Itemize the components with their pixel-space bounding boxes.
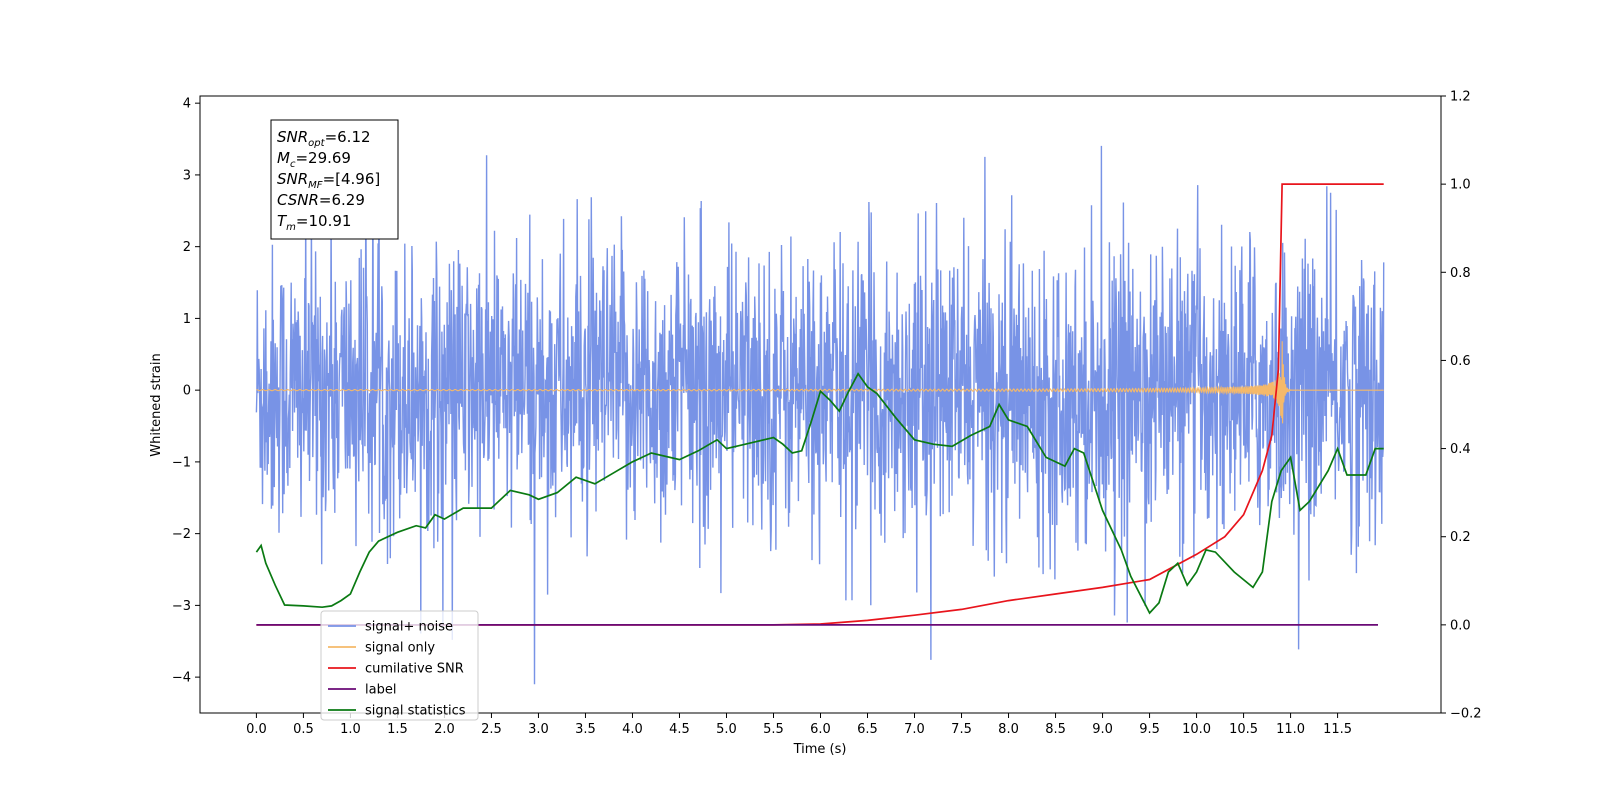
- y-right-tick-label: 0.2: [1450, 530, 1471, 545]
- y-axis-right-ticks: −0.2 0.0 0.2 0.4 0.6 0.8 1.0 1.2: [1441, 90, 1482, 722]
- x-tick-label: 6.5: [857, 722, 878, 737]
- legend-label: label: [365, 683, 396, 698]
- info-line: Tm=10.91: [277, 212, 351, 233]
- x-tick-label: 1.5: [387, 722, 408, 737]
- y-right-tick-label: 0.8: [1450, 266, 1471, 281]
- x-tick-label: 6.0: [810, 722, 831, 737]
- series-cumilative-snr: [256, 183, 1384, 626]
- info-line: SNRopt=6.12: [277, 128, 371, 149]
- info-line: Mc=29.69: [277, 149, 351, 170]
- info-line: SNRMF=[4.96]: [277, 170, 380, 191]
- x-tick-label: 0.0: [246, 722, 267, 737]
- x-tick-label: 2.0: [434, 722, 455, 737]
- x-tick-label: 5.5: [763, 722, 784, 737]
- x-tick-label: 10.5: [1229, 722, 1258, 737]
- info-box-frame: [270, 119, 399, 240]
- y-left-tick-label: 0: [183, 384, 191, 399]
- legend-frame: [320, 610, 479, 721]
- x-tick-label: 9.5: [1139, 722, 1160, 737]
- info-line: CSNR=6.29: [277, 191, 365, 209]
- y-left-tick-label: 2: [183, 240, 191, 255]
- x-tick-label: 11.0: [1276, 722, 1305, 737]
- x-tick-label: 11.5: [1323, 722, 1352, 737]
- x-tick-label: 4.0: [622, 722, 643, 737]
- legend-label: signal+ noise: [365, 620, 453, 635]
- x-tick-label: 4.5: [669, 722, 690, 737]
- x-tick-label: 3.5: [575, 722, 596, 737]
- series-signal-noise: [255, 124, 1385, 685]
- legend-label: signal only: [365, 641, 435, 656]
- x-tick-label: 7.5: [951, 722, 972, 737]
- x-tick-label: 1.0: [340, 722, 361, 737]
- x-tick-label: 9.0: [1092, 722, 1113, 737]
- x-tick-label: 8.5: [1045, 722, 1066, 737]
- y-right-tick-label: 0.0: [1450, 618, 1471, 633]
- x-tick-label: 8.0: [998, 722, 1019, 737]
- legend-label: cumilative SNR: [365, 662, 464, 677]
- y-left-tick-label: 4: [183, 97, 191, 112]
- x-tick-label: 5.0: [716, 722, 737, 737]
- legend-label: signal statistics: [365, 704, 466, 719]
- y-axis-left-ticks: −4 −3 −2 −1 0 1 2 3 4: [172, 97, 200, 686]
- y-axis-left-label: Whitened strain: [149, 353, 164, 456]
- y-left-tick-label: −1: [172, 455, 191, 470]
- series-signal-only: [256, 341, 1384, 424]
- y-right-tick-label: 1.0: [1450, 178, 1471, 193]
- y-left-tick-label: −2: [172, 527, 191, 542]
- x-axis-label: Time (s): [793, 742, 847, 757]
- y-right-tick-label: 0.4: [1450, 442, 1471, 457]
- y-left-tick-label: −3: [172, 599, 191, 614]
- y-left-tick-label: 1: [183, 312, 191, 327]
- y-left-tick-label: 3: [183, 168, 191, 183]
- y-right-tick-label: 0.6: [1450, 354, 1471, 369]
- y-right-tick-label: 1.2: [1450, 90, 1471, 105]
- x-axis-ticks: 0.0 0.5 1.0 1.5 2.0 2.5 3.0 3.5 4.0 4.5 5.0 5.5 6.0 6…: [246, 713, 1352, 737]
- y-right-tick-label: −0.2: [1450, 707, 1482, 722]
- info-box: SNRopt=6.12Mc=29.69SNRMF=[4.96]CSNR=6.29…: [270, 119, 399, 240]
- x-tick-label: 7.0: [904, 722, 925, 737]
- x-tick-label: 10.0: [1182, 722, 1211, 737]
- x-tick-label: 3.0: [528, 722, 549, 737]
- x-tick-label: 0.5: [293, 722, 314, 737]
- y-left-tick-label: −4: [172, 671, 191, 686]
- legend: signal+ noise signal only cumilative SNR la…: [320, 610, 479, 721]
- series-signal-statistics: [255, 372, 1384, 615]
- x-tick-label: 2.5: [481, 722, 502, 737]
